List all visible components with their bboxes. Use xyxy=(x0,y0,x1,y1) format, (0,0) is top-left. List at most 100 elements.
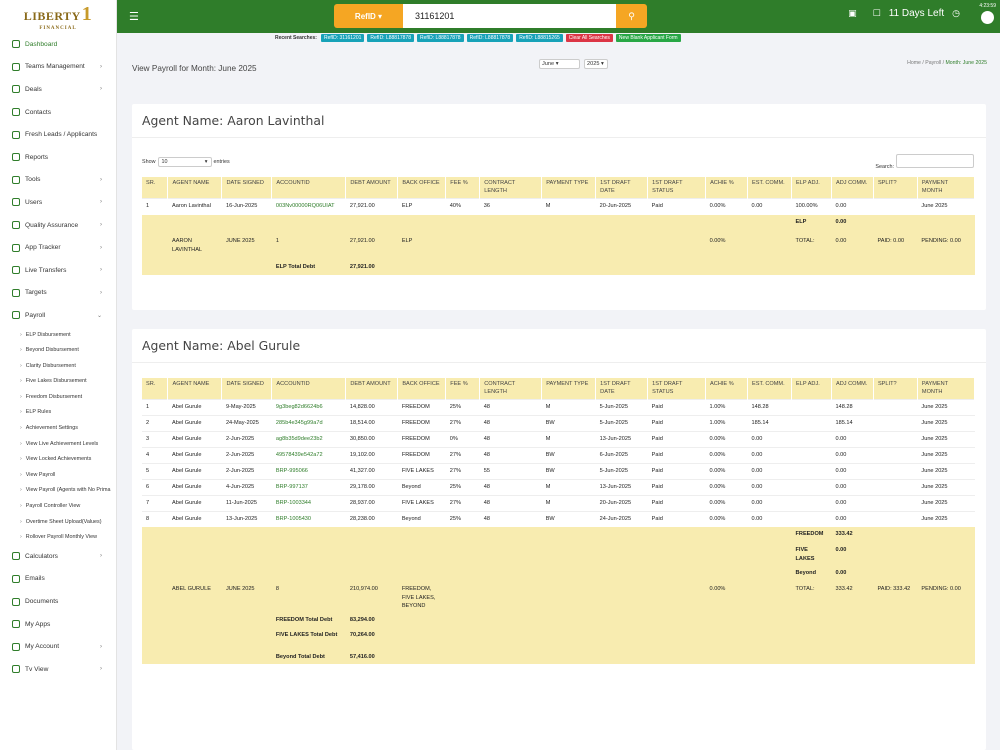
payroll-subitem[interactable]: View Live Achievement Levels xyxy=(0,436,116,452)
page-length-select[interactable]: 10 ▾ xyxy=(157,157,212,167)
account-id-link[interactable]: 003Nv00000RQ06UIAT xyxy=(271,197,346,216)
payroll-subitem[interactable]: Five Lakes Disbursement xyxy=(0,374,116,390)
account-id-link[interactable]: 285b4e345g99a7d xyxy=(271,414,346,432)
column-header[interactable]: ELP ADJ. xyxy=(791,378,832,400)
sidebar-item-fresh-leads-applicants[interactable]: Fresh Leads / Applicants xyxy=(0,123,116,146)
column-header[interactable]: DATE SIGNED xyxy=(221,177,273,199)
column-header[interactable]: CONTRACT LENGTH xyxy=(479,177,543,199)
column-header[interactable]: SPLIT? xyxy=(873,177,918,199)
sidebar-item-users[interactable]: Users › xyxy=(0,191,116,214)
column-header[interactable]: EST. COMM. xyxy=(747,177,792,199)
column-header[interactable]: 1ST DRAFT STATUS xyxy=(647,378,707,400)
column-header[interactable]: PAYMENT MONTH xyxy=(917,177,976,199)
sidebar-item-quality-assurance[interactable]: Quality Assurance › xyxy=(0,214,116,237)
account-id-link[interactable]: 9g3beg82d6624b6 xyxy=(271,398,346,416)
sidebar-item-dashboard[interactable]: Dashboard xyxy=(0,33,116,56)
breadcrumb-payroll[interactable]: Payroll xyxy=(925,60,942,66)
search-button[interactable]: ⚲ xyxy=(616,4,647,28)
sidebar-item-teams-management[interactable]: Teams Management › xyxy=(0,56,116,79)
column-header[interactable]: ACHIE % xyxy=(705,177,749,199)
column-header[interactable]: ACCOUNTID xyxy=(271,378,347,400)
column-header[interactable]: FEE % xyxy=(445,378,481,400)
table-search-input[interactable] xyxy=(896,154,974,168)
search-type-select[interactable]: RefID ▾ xyxy=(334,4,403,28)
column-header[interactable]: BACK OFFICE xyxy=(397,378,447,400)
recent-search-chip[interactable]: RefID: 31161201 xyxy=(320,34,365,42)
payroll-subitem[interactable]: Beyond Disbursement xyxy=(0,342,116,358)
column-header[interactable]: 1ST DRAFT DATE xyxy=(595,177,649,199)
column-header[interactable]: ADJ COMM. xyxy=(831,378,874,400)
column-header[interactable]: ADJ COMM. xyxy=(831,177,874,199)
recent-search-chip[interactable]: RefID: L88817878 xyxy=(466,34,514,42)
column-header[interactable]: ELP ADJ. xyxy=(791,177,832,199)
payroll-subitem[interactable]: ELP Rules xyxy=(0,405,116,421)
summary-cell xyxy=(747,260,792,275)
column-header[interactable]: AGENT NAME xyxy=(167,177,223,199)
search-input[interactable] xyxy=(403,4,616,28)
sidebar-item-my-account[interactable]: My Account › xyxy=(0,635,116,658)
hamburger-menu-icon[interactable]: ☰ xyxy=(129,11,139,23)
lock-icon[interactable]: ☐ xyxy=(872,8,881,18)
column-header[interactable]: SPLIT? xyxy=(873,378,918,400)
breadcrumb-home[interactable]: Home xyxy=(907,60,921,66)
account-id-link[interactable]: ag8b35d9dee23b2 xyxy=(271,430,346,448)
payroll-subitem[interactable]: View Payroll (Agents with No Prima xyxy=(0,483,116,499)
sidebar-item-targets[interactable]: Targets › xyxy=(0,282,116,305)
sidebar-item-payroll[interactable]: Payroll ⌄ xyxy=(0,304,116,327)
payroll-subitem[interactable]: Freedom Disbursement xyxy=(0,389,116,405)
brand-logo[interactable]: LIBERTY1 FINANCIAL xyxy=(23,2,93,31)
sidebar-item-my-apps[interactable]: My Apps xyxy=(0,613,116,636)
account-id-link[interactable]: BRP-997137 xyxy=(271,478,346,496)
calendar-icon[interactable]: ▣ xyxy=(848,8,857,18)
account-id-link[interactable]: 49578439e542a72 xyxy=(271,446,346,464)
sidebar-item-live-transfers[interactable]: Live Transfers › xyxy=(0,259,116,282)
column-header[interactable]: ACHIE % xyxy=(705,378,749,400)
avatar[interactable] xyxy=(981,11,995,24)
column-header[interactable]: CONTRACT LENGTH xyxy=(479,378,543,400)
column-header[interactable]: 1ST DRAFT STATUS xyxy=(647,177,707,199)
payroll-subitem[interactable]: ELP Disbursement xyxy=(0,327,116,343)
account-id-link[interactable]: BRP-1005430 xyxy=(271,510,346,528)
user-menu[interactable]: 4:23:59 xyxy=(979,3,996,24)
sidebar-item-calculators[interactable]: Calculators › xyxy=(0,545,116,568)
column-header[interactable]: BACK OFFICE xyxy=(397,177,447,199)
recent-search-chip[interactable]: RefID: L88815265 xyxy=(516,34,563,42)
payroll-subitem[interactable]: Clarity Disbursement xyxy=(0,358,116,374)
column-header[interactable]: FEE % xyxy=(445,177,481,199)
sidebar-item-app-tracker[interactable]: App Tracker › xyxy=(0,236,116,259)
account-id-link[interactable]: BRP-1003344 xyxy=(271,494,346,512)
column-header[interactable]: SR. xyxy=(142,378,169,400)
column-header[interactable]: DATE SIGNED xyxy=(221,378,273,400)
account-id-link[interactable]: BRP-995066 xyxy=(271,462,346,480)
column-header[interactable]: ACCOUNTID xyxy=(271,177,347,199)
month-select[interactable]: June ▾ xyxy=(539,59,580,69)
recent-search-chip[interactable]: RefID: L88817878 xyxy=(367,34,414,42)
column-header[interactable]: AGENT NAME xyxy=(167,378,223,400)
sidebar-item-tools[interactable]: Tools › xyxy=(0,169,116,192)
sidebar-item-emails[interactable]: Emails xyxy=(0,568,116,591)
column-header[interactable]: SR. xyxy=(142,177,169,199)
sidebar-item-deals[interactable]: Deals › xyxy=(0,78,116,101)
column-header[interactable]: 1ST DRAFT DATE xyxy=(595,378,649,400)
recent-search-chip[interactable]: RefID: L88817878 xyxy=(417,34,464,42)
year-select[interactable]: 2025 ▾ xyxy=(584,59,608,69)
payroll-subitem[interactable]: Overtime Sheet Upload(Values) xyxy=(0,514,116,530)
column-header[interactable]: PAYMENT TYPE xyxy=(541,378,597,400)
new-applicant-button[interactable]: New Blank Applicant Form xyxy=(615,34,681,42)
payroll-subitem[interactable]: View Locked Achievements xyxy=(0,451,116,467)
sidebar-item-tv-view[interactable]: Tv View › xyxy=(0,658,116,681)
sidebar-item-documents[interactable]: Documents xyxy=(0,590,116,613)
payroll-subitem[interactable]: View Payroll xyxy=(0,467,116,483)
clear-searches-button[interactable]: Clear All Searches xyxy=(565,34,613,42)
column-header[interactable]: DEBT AMOUNT xyxy=(345,378,399,400)
sidebar-item-reports[interactable]: Reports xyxy=(0,146,116,169)
column-header[interactable]: DEBT AMOUNT xyxy=(345,177,399,199)
column-header[interactable]: PAYMENT MONTH xyxy=(917,378,976,400)
clock-icon[interactable]: ◷ xyxy=(952,8,960,18)
column-header[interactable]: EST. COMM. xyxy=(747,378,792,400)
payroll-subitem[interactable]: Rollover Payroll Monthly View xyxy=(0,529,116,545)
sidebar-item-contacts[interactable]: Contacts xyxy=(0,101,116,124)
payroll-subitem[interactable]: Payroll Controller View xyxy=(0,498,116,514)
column-header[interactable]: PAYMENT TYPE xyxy=(541,177,597,199)
payroll-subitem[interactable]: Achievement Settings xyxy=(0,420,116,436)
